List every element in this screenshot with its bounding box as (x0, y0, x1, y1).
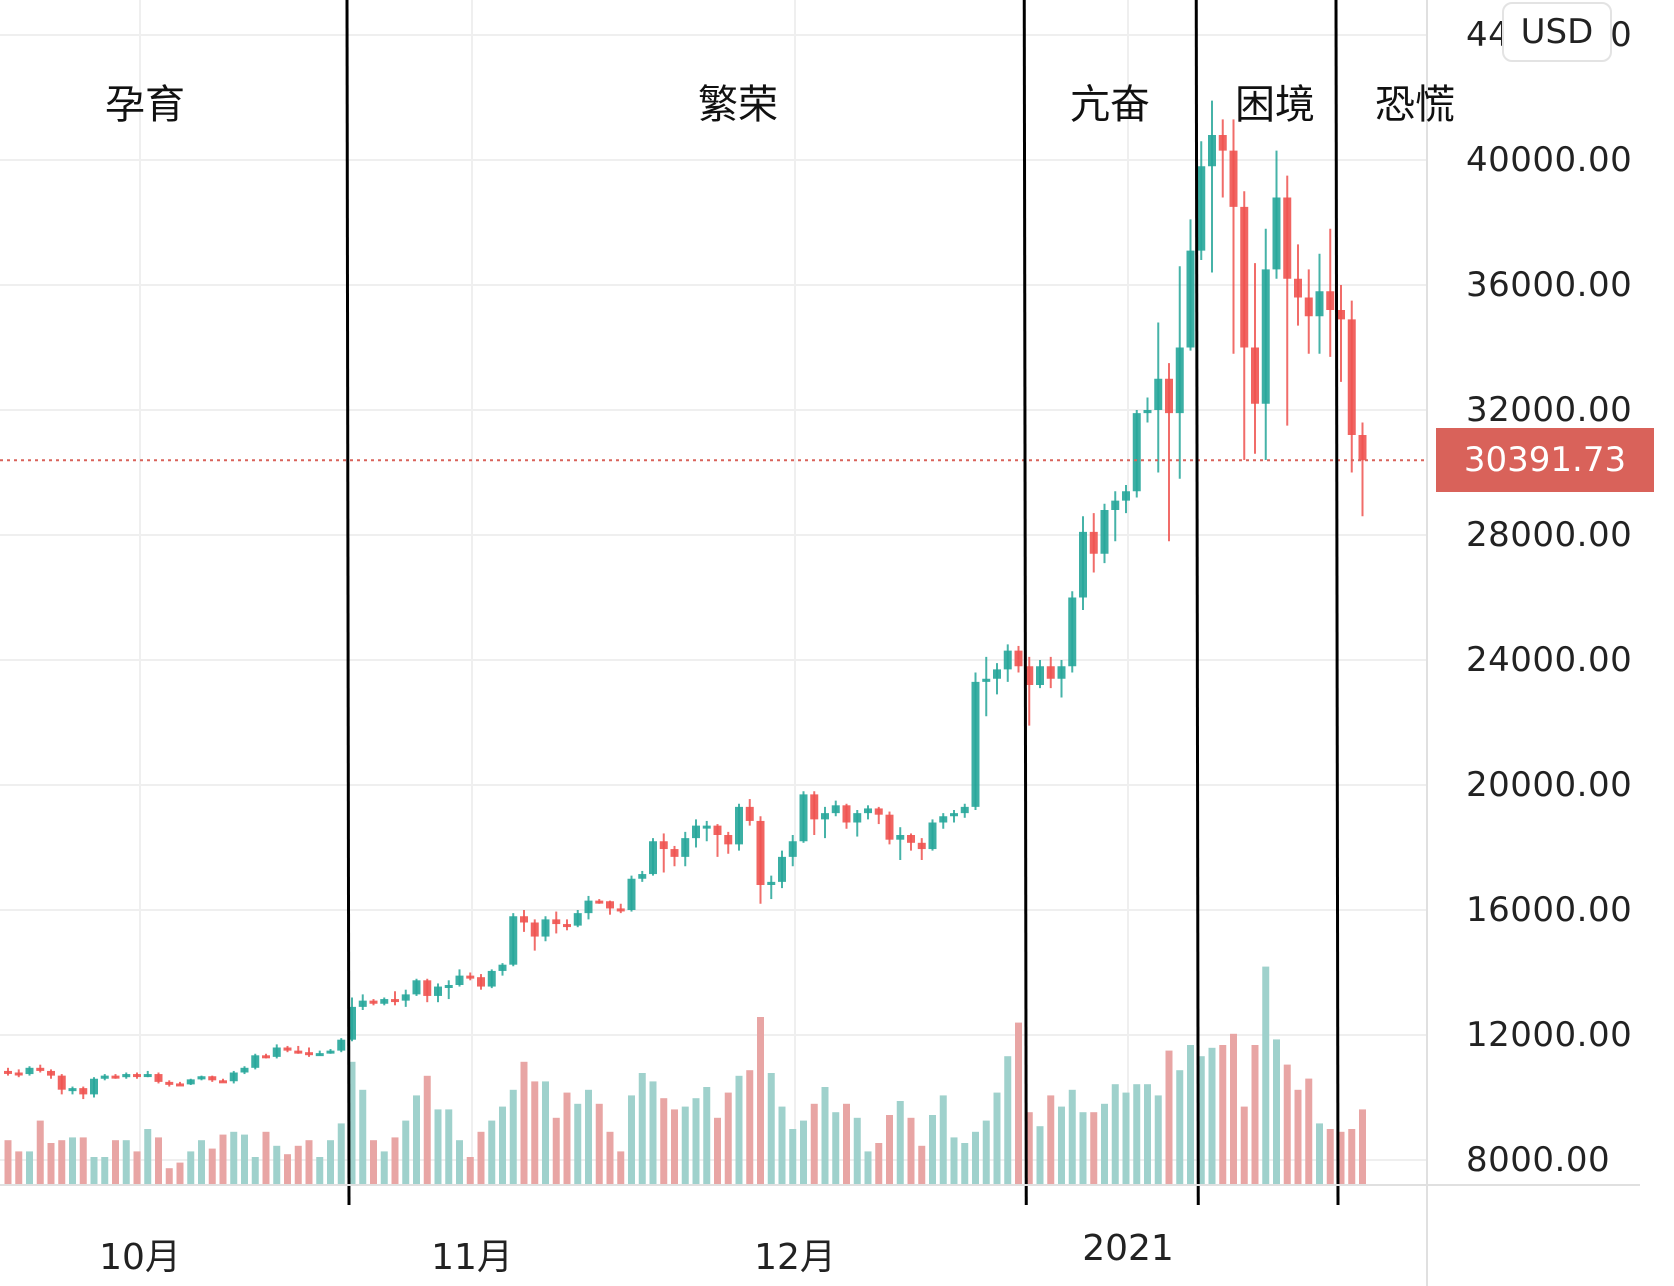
price-axis-label: 20000.00 (1466, 765, 1633, 805)
price-axis-label: 12000.00 (1466, 1015, 1633, 1055)
price-axis-label: 8000.00 (1466, 1140, 1611, 1180)
price-axis-label: 28000.00 (1466, 515, 1633, 555)
currency-button[interactable]: USD (1502, 2, 1612, 62)
last-price-badge: 30391.73 (1436, 428, 1654, 493)
time-axis-label: 11月 (431, 1237, 513, 1278)
phase-label: 亢奋 (1070, 82, 1150, 128)
phase-label: 恐慌 (1375, 82, 1455, 128)
phase-dividers (345, 0, 1340, 1206)
phase-label: 困境 (1235, 82, 1315, 128)
volume-bars (4, 966, 1366, 1185)
price-axis-label: 16000.00 (1466, 890, 1633, 930)
phase-label: 孕育 (105, 82, 185, 128)
price-axis-label: 32000.00 (1466, 390, 1633, 430)
price-axis-label: 36000.00 (1466, 265, 1633, 305)
time-axis-label: 10月 (99, 1237, 181, 1278)
time-axis-label: 2021 (1082, 1228, 1174, 1269)
candles (4, 100, 1367, 1100)
price-axis-label: 40000.00 (1466, 140, 1633, 180)
time-axis-label: 12月 (754, 1237, 836, 1278)
price-axis-label: 24000.00 (1466, 640, 1633, 680)
phase-label: 繁荣 (698, 82, 778, 128)
grid-lines (0, 0, 1427, 1185)
